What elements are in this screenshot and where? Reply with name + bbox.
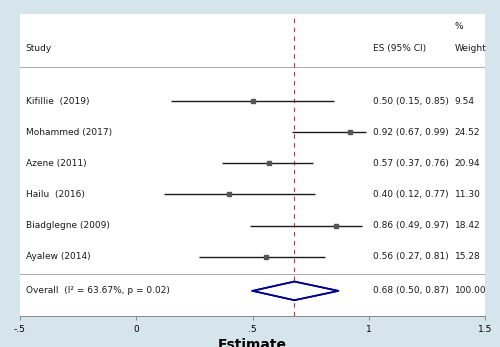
Text: 9.54: 9.54 <box>455 96 475 105</box>
Text: 15.28: 15.28 <box>455 252 480 261</box>
Text: 0.57 (0.37, 0.76): 0.57 (0.37, 0.76) <box>374 159 450 168</box>
Text: 0.56 (0.27, 0.81): 0.56 (0.27, 0.81) <box>374 252 449 261</box>
Text: 0.86 (0.49, 0.97): 0.86 (0.49, 0.97) <box>374 221 449 230</box>
Text: 24.52: 24.52 <box>455 128 480 137</box>
Text: Weight: Weight <box>455 44 486 53</box>
Text: Hailu  (2016): Hailu (2016) <box>26 190 84 199</box>
Text: Kifillie  (2019): Kifillie (2019) <box>26 96 90 105</box>
Text: Ayalew (2014): Ayalew (2014) <box>26 252 90 261</box>
X-axis label: Estimate: Estimate <box>218 338 287 347</box>
Text: 0.50 (0.15, 0.85): 0.50 (0.15, 0.85) <box>374 96 450 105</box>
Text: 0.68 (0.50, 0.87): 0.68 (0.50, 0.87) <box>374 286 450 295</box>
Text: Overall  (I² = 63.67%, p = 0.02): Overall (I² = 63.67%, p = 0.02) <box>26 286 170 295</box>
Text: Study: Study <box>26 44 52 53</box>
Text: ES (95% CI): ES (95% CI) <box>374 44 426 53</box>
Text: 100.00: 100.00 <box>455 286 486 295</box>
Text: 0.92 (0.67, 0.99): 0.92 (0.67, 0.99) <box>374 128 449 137</box>
Text: Mohammed (2017): Mohammed (2017) <box>26 128 112 137</box>
Text: %: % <box>455 22 464 31</box>
Text: 0.40 (0.12, 0.77): 0.40 (0.12, 0.77) <box>374 190 449 199</box>
Text: Azene (2011): Azene (2011) <box>26 159 86 168</box>
Text: Biadglegne (2009): Biadglegne (2009) <box>26 221 110 230</box>
Text: 18.42: 18.42 <box>455 221 480 230</box>
Polygon shape <box>252 281 338 300</box>
Text: 20.94: 20.94 <box>455 159 480 168</box>
Text: 11.30: 11.30 <box>455 190 480 199</box>
